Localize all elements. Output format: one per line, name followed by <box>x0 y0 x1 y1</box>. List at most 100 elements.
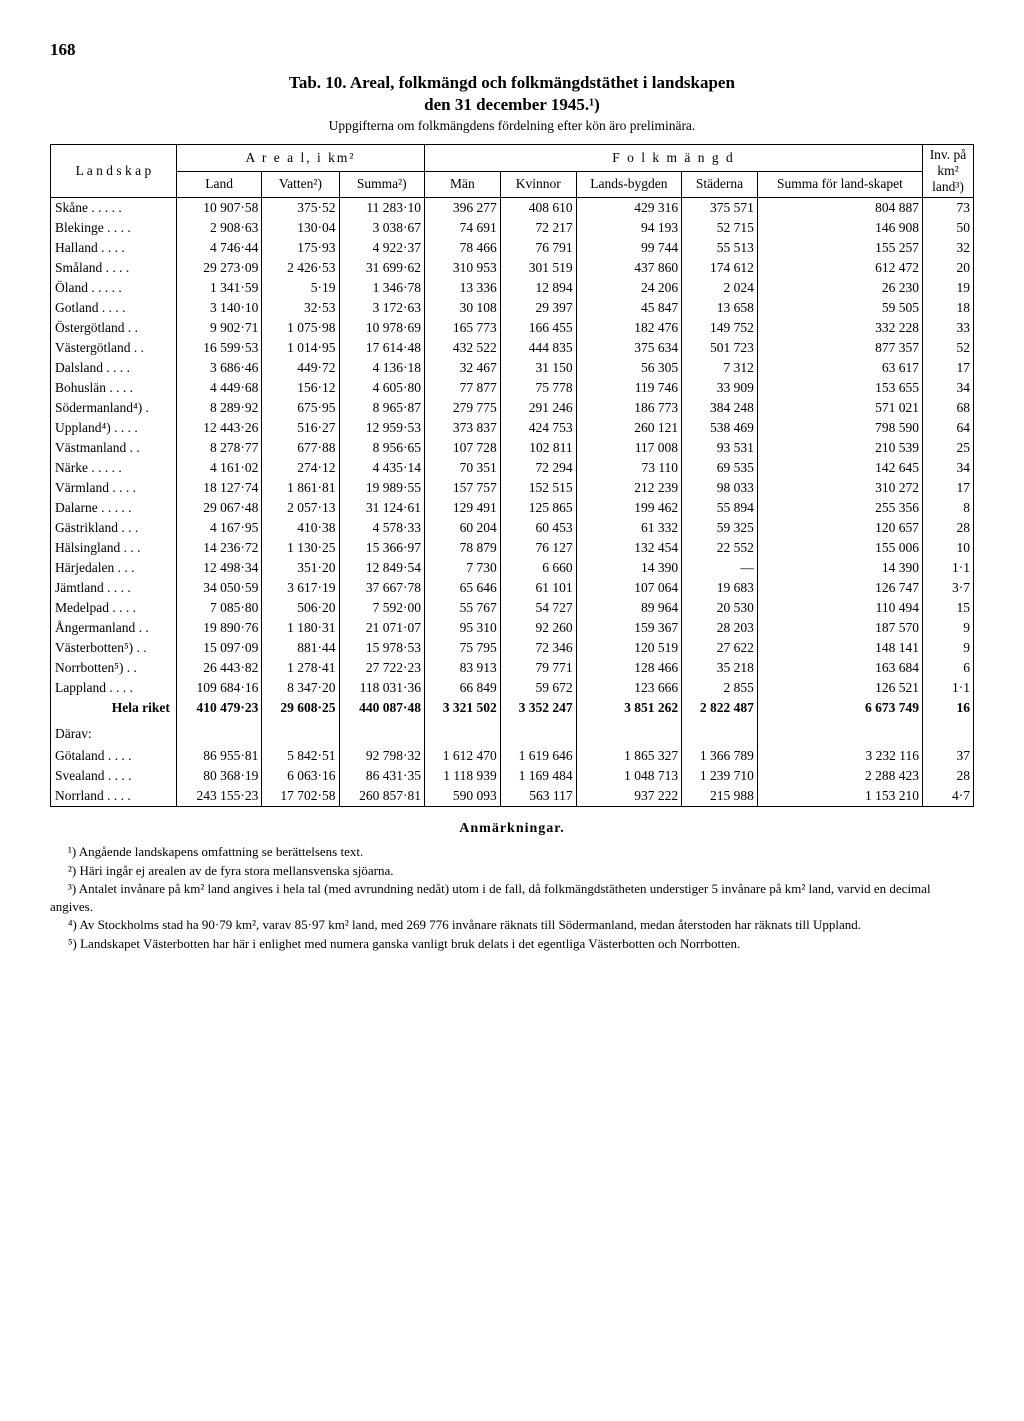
row-value: 142 645 <box>757 458 922 478</box>
table-row: Bohuslän . . . .4 449·68156·124 605·8077… <box>51 378 974 398</box>
row-value: 159 367 <box>576 618 681 638</box>
row-value: 126 747 <box>757 578 922 598</box>
table-row: Blekinge . . . .2 908·63130·043 038·6774… <box>51 218 974 238</box>
row-value: 174 612 <box>682 258 758 278</box>
table-row: Västergötland . .16 599·531 014·9517 614… <box>51 338 974 358</box>
row-value: 12 443·26 <box>176 418 261 438</box>
row-value: 157 757 <box>424 478 500 498</box>
col-summa-a: Summa²) <box>339 171 424 198</box>
row-value: 1 239 710 <box>682 766 758 786</box>
row-value: 27 722·23 <box>339 658 424 678</box>
row-value: 375·52 <box>262 198 339 219</box>
row-value: 92 798·32 <box>339 746 424 766</box>
col-staderna: Städerna <box>682 171 758 198</box>
row-value: 1 180·31 <box>262 618 339 638</box>
row-value: 129 491 <box>424 498 500 518</box>
row-value: 4 922·37 <box>339 238 424 258</box>
row-value: 37 <box>923 746 974 766</box>
row-value: 12 498·34 <box>176 558 261 578</box>
row-value: 1 118 939 <box>424 766 500 786</box>
page-number: 168 <box>50 40 974 60</box>
row-name: Bohuslän . . . . <box>51 378 177 398</box>
row-value: 32 <box>923 238 974 258</box>
row-value: 19 683 <box>682 578 758 598</box>
row-value: 19 890·76 <box>176 618 261 638</box>
row-value: 291 246 <box>500 398 576 418</box>
row-value: 15 <box>923 598 974 618</box>
row-value: 2 057·13 <box>262 498 339 518</box>
row-value: 11 283·10 <box>339 198 424 219</box>
table-row: Norrland . . . .243 155·2317 702·58260 8… <box>51 786 974 807</box>
row-value: 92 260 <box>500 618 576 638</box>
col-summa-f: Summa för land-skapet <box>757 171 922 198</box>
row-name: Värmland . . . . <box>51 478 177 498</box>
darav-row: Därav: <box>51 718 974 746</box>
row-name: Halland . . . . <box>51 238 177 258</box>
table-subtitle: Uppgifterna om folkmängdens fördelning e… <box>50 118 974 134</box>
table-row: Uppland⁴) . . . .12 443·26516·2712 959·5… <box>51 418 974 438</box>
row-value: 123 666 <box>576 678 681 698</box>
empty-cell <box>923 718 974 746</box>
row-value: 30 108 <box>424 298 500 318</box>
row-value: 1 861·81 <box>262 478 339 498</box>
row-value: 6 063·16 <box>262 766 339 786</box>
row-value: 1 278·41 <box>262 658 339 678</box>
row-value: 9 <box>923 618 974 638</box>
row-value: 5·19 <box>262 278 339 298</box>
row-value: 86 955·81 <box>176 746 261 766</box>
footnote: ⁵) Landskapet Västerbotten har här i enl… <box>50 935 974 953</box>
row-value: 351·20 <box>262 558 339 578</box>
table-row: Värmland . . . .18 127·741 861·8119 989·… <box>51 478 974 498</box>
table-row: Jämtland . . . .34 050·593 617·1937 667·… <box>51 578 974 598</box>
col-kvinnor: Kvinnor <box>500 171 576 198</box>
row-value: 410 479·23 <box>176 698 261 718</box>
row-value: 55 894 <box>682 498 758 518</box>
row-value: 27 622 <box>682 638 758 658</box>
footnote: ³) Antalet invånare på km² land angives … <box>50 880 974 915</box>
darav-label: Därav: <box>51 718 177 746</box>
row-value: 59 505 <box>757 298 922 318</box>
row-value: 4 605·80 <box>339 378 424 398</box>
row-value: 260 857·81 <box>339 786 424 807</box>
row-value: 301 519 <box>500 258 576 278</box>
row-value: 80 368·19 <box>176 766 261 786</box>
row-value: 279 775 <box>424 398 500 418</box>
row-value: 14 236·72 <box>176 538 261 558</box>
row-value: 5 842·51 <box>262 746 339 766</box>
row-value: 1 346·78 <box>339 278 424 298</box>
row-value: 155 257 <box>757 238 922 258</box>
row-value: 538 469 <box>682 418 758 438</box>
row-value: 32·53 <box>262 298 339 318</box>
row-value: 18 127·74 <box>176 478 261 498</box>
row-value: 73 110 <box>576 458 681 478</box>
row-value: 29 067·48 <box>176 498 261 518</box>
row-value: 75 795 <box>424 638 500 658</box>
row-value: 215 988 <box>682 786 758 807</box>
row-value: 50 <box>923 218 974 238</box>
row-value: 2 426·53 <box>262 258 339 278</box>
row-value: 612 472 <box>757 258 922 278</box>
row-value: 126 521 <box>757 678 922 698</box>
table-row: Småland . . . .29 273·092 426·5331 699·6… <box>51 258 974 278</box>
row-name: Skåne . . . . . <box>51 198 177 219</box>
row-value: 20 530 <box>682 598 758 618</box>
table-row: Östergötland . .9 902·711 075·9810 978·6… <box>51 318 974 338</box>
row-name: Närke . . . . . <box>51 458 177 478</box>
row-value: 63 617 <box>757 358 922 378</box>
row-value: 332 228 <box>757 318 922 338</box>
row-value: 4 136·18 <box>339 358 424 378</box>
row-value: 408 610 <box>500 198 576 219</box>
row-value: 33 <box>923 318 974 338</box>
table-row: Norrbotten⁵) . .26 443·821 278·4127 722·… <box>51 658 974 678</box>
col-inv: Inv. på km² land³) <box>923 145 974 198</box>
col-folkmangd: F o l k m ä n g d <box>424 145 922 172</box>
row-value: 9 902·71 <box>176 318 261 338</box>
row-value: 29 608·25 <box>262 698 339 718</box>
row-value: 2 822 487 <box>682 698 758 718</box>
row-value: 13 658 <box>682 298 758 318</box>
row-name: Dalsland . . . . <box>51 358 177 378</box>
row-value: 26 230 <box>757 278 922 298</box>
row-value: 1 341·59 <box>176 278 261 298</box>
row-value: 13 336 <box>424 278 500 298</box>
row-name: Småland . . . . <box>51 258 177 278</box>
